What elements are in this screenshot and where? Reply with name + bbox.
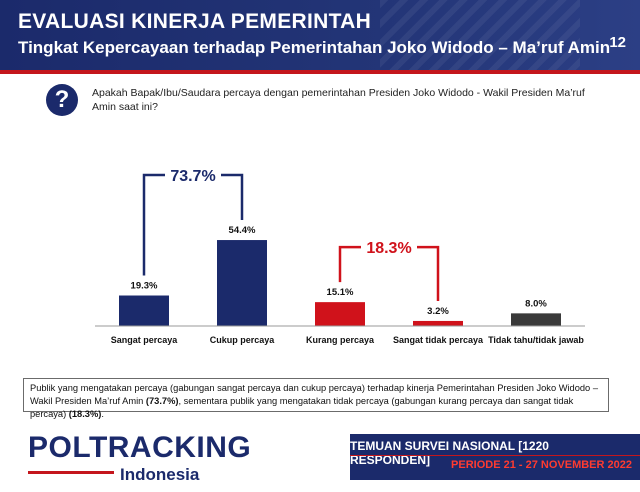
survey-question: Apakah Bapak/Ibu/Saudara percaya dengan … (92, 87, 585, 113)
bar-value-label-3: 15.1% (327, 287, 354, 298)
survey-info-panel: TEMUAN SURVEI NASIONAL [1220 RESPONDEN] … (350, 434, 640, 480)
bar-4 (413, 320, 463, 326)
bar-value-label-5: 8.0% (525, 298, 547, 309)
category-label-3: Kurang percaya (306, 335, 375, 345)
bar-value-label-1: 19.3% (131, 281, 158, 292)
bracket-2 (338, 245, 440, 301)
header-banner: EVALUASI KINERJA PEMERINTAH Tingkat Kepe… (0, 0, 640, 74)
note-text-b: , sementara publik yang mengatakan tidak… (30, 396, 574, 419)
logo-red-line (28, 471, 114, 474)
bracket-1 (142, 173, 244, 276)
note-bold-a: (73.7%) (145, 396, 179, 406)
survey-info: TEMUAN SURVEI NASIONAL [1220 RESPONDEN] (350, 439, 549, 467)
bar-chart: 19.3% Sangat percaya 54.4% Cukup percaya 15.… (95, 168, 585, 345)
page-number: 12 (609, 34, 626, 51)
bar-value-label-2: 54.4% (229, 225, 256, 236)
survey-period: PERIODE 21 - 27 NOVEMBER 2022 (451, 459, 632, 471)
header-pattern (380, 0, 580, 74)
header-red-stripe (0, 70, 640, 74)
bar-2 (217, 240, 267, 326)
bracket-label-1: 73.7% (170, 168, 215, 185)
logo-main-text: POLTRACKING (28, 431, 252, 464)
bar-3 (315, 302, 365, 326)
bracket-label-2: 18.3% (366, 240, 411, 257)
note-text-c: . (101, 409, 104, 419)
bar-1 (119, 295, 169, 326)
question-icon: ? (46, 84, 78, 116)
summary-note: Publik yang mengatakan percaya (gabungan… (23, 378, 609, 419)
logo-sub-text: Indonesia (120, 465, 200, 484)
bar-5 (511, 313, 561, 326)
page-subtitle: Tingkat Kepercayaan terhadap Pemerintaha… (18, 38, 611, 57)
note-bold-b: (18.3%) (68, 409, 102, 419)
category-label-2: Cukup percaya (210, 335, 276, 345)
bar-value-label-4: 3.2% (427, 306, 449, 317)
survey-info-divider (350, 455, 640, 456)
page-title: EVALUASI KINERJA PEMERINTAH (18, 10, 372, 33)
poltracking-logo: POLTRACKING Indonesia (28, 431, 252, 484)
category-label-5: Tidak tahu/tidak jawab (488, 335, 584, 345)
category-label-4: Sangat tidak percaya (393, 335, 484, 345)
note-text-a: Publik yang mengatakan percaya (gabungan… (30, 383, 598, 406)
category-label-1: Sangat percaya (111, 335, 179, 345)
